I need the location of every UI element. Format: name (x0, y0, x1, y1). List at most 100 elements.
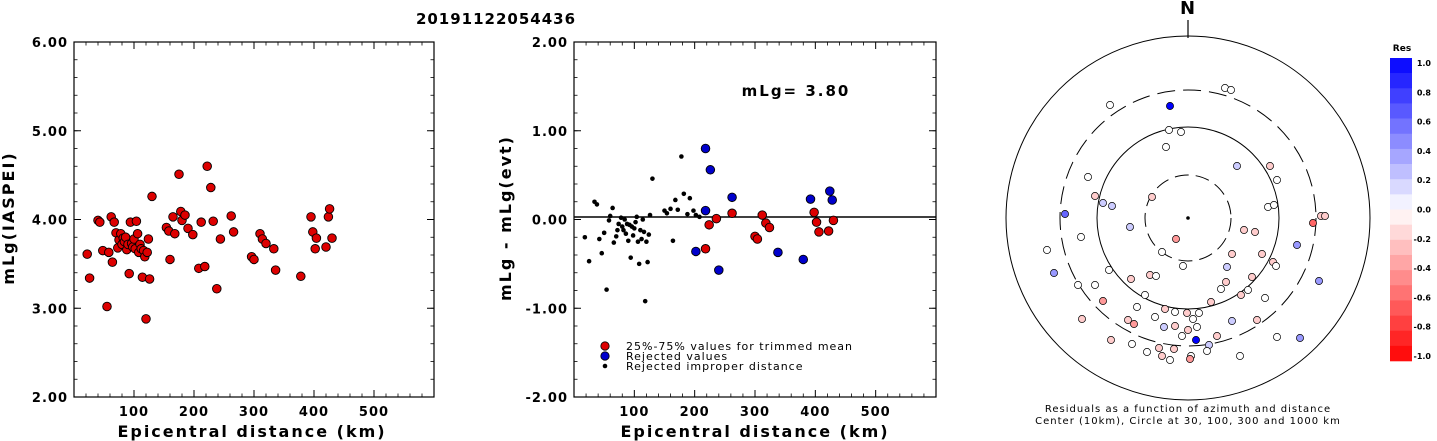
data-point (215, 234, 226, 244)
residual-point (1251, 228, 1259, 236)
residual-point (1126, 223, 1134, 231)
data-point (628, 255, 634, 260)
residual-point (1151, 313, 1159, 321)
residual-point (1189, 315, 1197, 323)
data-point (646, 232, 652, 237)
colorbar-labels: 1.0 0.8 0.6 0.4 0.2 0.0 -0.2 -0.4 -0.6 -0.8 -1.0 (1414, 59, 1432, 361)
data-point (630, 233, 636, 238)
residual-point (1084, 173, 1092, 181)
data-point (615, 227, 620, 233)
data-point (704, 220, 714, 230)
north-label: N (1180, 0, 1196, 19)
residual-point (1258, 250, 1266, 258)
residual-point (1321, 212, 1329, 220)
x-tick-label: 100 (619, 405, 649, 420)
residual-point (1130, 320, 1138, 328)
data-point (613, 234, 619, 239)
data-point (711, 213, 722, 224)
data-point (616, 221, 621, 227)
residual-point (1237, 291, 1245, 299)
colorbar-swatch (1390, 315, 1412, 331)
data-point (636, 261, 642, 267)
residual-point (1179, 262, 1187, 270)
data-point (618, 215, 624, 221)
data-point (639, 236, 644, 242)
residual-point (1178, 332, 1186, 340)
data-point (693, 212, 699, 218)
colorbar-swatch (1390, 164, 1412, 180)
y-tick-label: 6.00 (32, 36, 68, 51)
residual-point (1162, 143, 1170, 151)
data-point (311, 233, 322, 243)
residual-point (1152, 272, 1160, 280)
data-point (825, 186, 835, 196)
residual-point (1228, 317, 1236, 325)
colorbar-label: 0.2 (1417, 176, 1431, 185)
residual-point (1248, 273, 1256, 281)
data-point (208, 216, 218, 227)
legend-label-rejected: Rejected values (626, 350, 728, 363)
residual-point (1253, 316, 1261, 324)
data-point (168, 212, 178, 222)
residual-point (1172, 235, 1180, 243)
data-point (642, 298, 648, 304)
colorbar-label: 0.6 (1417, 118, 1432, 127)
data-point (640, 217, 646, 222)
data-point (727, 208, 737, 219)
data-point (228, 227, 239, 237)
residual-point (1273, 333, 1281, 341)
circle-100km (1096, 126, 1280, 310)
data-point (757, 210, 767, 220)
plot1-ylabel: mLg(IASPEI) (0, 151, 18, 284)
data-point (610, 205, 615, 211)
residual-point (1223, 263, 1231, 271)
colorbar-swatch (1390, 209, 1412, 225)
data-point (752, 234, 763, 244)
data-point (324, 204, 335, 214)
colorbar-label: 0.8 (1417, 88, 1432, 97)
residual-point (1240, 226, 1248, 234)
data-point (310, 244, 320, 254)
colorbar-swatch (1390, 58, 1412, 74)
residual-point (1195, 309, 1203, 317)
residual-point (1217, 285, 1225, 293)
residual-point (1158, 248, 1166, 256)
plot2-ticks: 100 200 300 400 500 -2.00 -1.00 0.00 1.00 2.00 (526, 36, 936, 420)
data-point (321, 242, 331, 252)
residual-point (1177, 128, 1185, 136)
residual-point (1166, 356, 1174, 364)
data-point (586, 258, 592, 264)
data-point (727, 192, 737, 203)
data-point (95, 217, 105, 227)
data-point (142, 247, 152, 258)
x-tick-label: 400 (299, 405, 329, 420)
residual-point (1124, 316, 1132, 324)
residual-point (1105, 266, 1113, 274)
data-point (622, 217, 627, 222)
colorbar-swatch (1390, 239, 1412, 256)
residual-point (1160, 323, 1168, 331)
data-point (270, 265, 281, 275)
data-point (828, 215, 839, 226)
data-point (619, 224, 625, 229)
residual-point (1166, 102, 1174, 110)
residual-point (1108, 202, 1116, 210)
y-tick-label: 3.00 (32, 302, 68, 317)
mean-magnitude-annotation: mLg= 3.80 (742, 82, 851, 100)
residual-point (1148, 193, 1156, 201)
plot-residual: 100 200 300 400 500 -2.00 -1.00 0.00 1.00 2.00 mL… (496, 36, 937, 441)
circle-300km (1059, 89, 1317, 347)
residual-point (1043, 246, 1051, 254)
plot1-ticks: 100 200 300 400 500 2.00 3.00 4.00 5.00 6.00 (32, 36, 434, 420)
y-tick-label: 0.00 (532, 214, 568, 229)
residual-point (1155, 344, 1163, 352)
residual-point (1192, 336, 1200, 344)
x-tick-label: 500 (359, 405, 389, 420)
data-point (700, 205, 711, 216)
data-point (147, 191, 157, 202)
data-point (124, 268, 134, 279)
residual-point (1143, 348, 1151, 356)
data-point (685, 211, 690, 217)
data-point (623, 231, 629, 236)
